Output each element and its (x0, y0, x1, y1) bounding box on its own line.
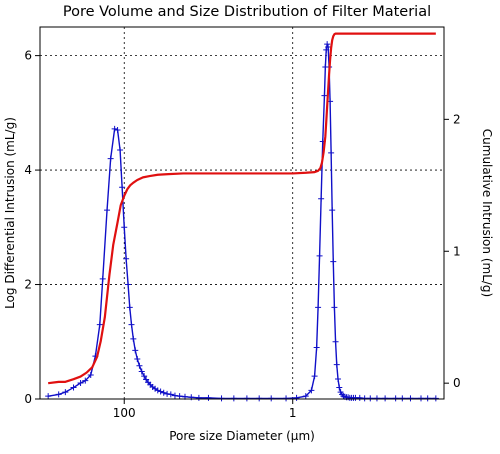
data-point-marker (340, 393, 347, 400)
data-point-marker (205, 394, 212, 401)
data-point-marker (392, 395, 399, 402)
data-point-marker (424, 395, 431, 402)
data-point-marker (316, 252, 323, 259)
y-axis-label: Log Differential Intrusion (mL/g) (3, 117, 17, 309)
data-point-marker (382, 395, 389, 402)
data-point-marker (256, 395, 263, 402)
data-point-marker (154, 387, 161, 394)
y-axis-left: 0 2 4 6 (24, 49, 40, 406)
data-point-marker (55, 391, 62, 398)
data-point-marker (293, 394, 300, 401)
data-point-marker (130, 335, 137, 342)
data-point-marker (87, 371, 94, 378)
series-markers (45, 41, 439, 402)
data-point-marker (107, 155, 114, 162)
y2-axis-label: Cumulative Intrusion (mL/g) (480, 129, 494, 297)
y2-tick-label: 2 (453, 112, 461, 126)
data-point-marker (70, 384, 77, 391)
data-point-marker (328, 149, 335, 156)
chart-title: Pore Volume and Size Distribution of Fil… (63, 4, 431, 20)
y-tick-label: 0 (24, 392, 32, 406)
x-tick-label: 1 (289, 406, 297, 420)
cumulative-intrusion-line (48, 32, 436, 385)
data-point-marker (218, 395, 225, 402)
data-point-marker (324, 41, 331, 48)
data-point-marker (99, 275, 106, 282)
data-point-marker (157, 388, 164, 395)
data-point-marker (82, 377, 89, 384)
data-point-marker (399, 395, 406, 402)
y2-tick-label: 1 (453, 244, 461, 258)
data-point-marker (311, 373, 318, 380)
data-point-marker (325, 44, 332, 51)
data-point-marker (121, 224, 128, 231)
data-point-marker (138, 368, 145, 375)
data-point-marker (134, 355, 141, 362)
data-point-marker (114, 127, 121, 134)
data-point-marker (335, 375, 342, 382)
y-axis-right: 0 1 2 (444, 112, 461, 390)
data-point-marker (315, 304, 322, 311)
data-point-marker (128, 321, 135, 328)
data-point-marker (141, 373, 148, 380)
data-point-marker (418, 395, 425, 402)
data-point-marker (119, 184, 126, 191)
data-point-marker (361, 395, 368, 402)
data-point-marker (308, 387, 315, 394)
data-point-marker (45, 393, 52, 400)
plot-frame (39, 26, 445, 400)
data-point-marker (125, 281, 132, 288)
y-tick-label: 6 (24, 49, 32, 63)
data-point-marker (164, 390, 171, 397)
data-point-marker (167, 391, 174, 398)
data-point-marker (171, 392, 178, 399)
data-point-marker (367, 395, 374, 402)
data-point-marker (330, 258, 337, 265)
data-point-marker (111, 125, 118, 132)
y-tick-label: 2 (24, 278, 32, 292)
data-point-marker (302, 393, 309, 400)
data-point-marker (432, 395, 439, 402)
data-point-marker (230, 395, 237, 402)
data-point-marker (104, 207, 111, 214)
data-point-marker (123, 255, 130, 262)
data-point-marker (77, 379, 84, 386)
series-layer (45, 32, 439, 402)
log-differential-intrusion-line (48, 43, 436, 400)
data-point-marker (96, 321, 103, 328)
data-point-marker (195, 394, 202, 401)
data-point-marker (136, 362, 143, 369)
data-point-marker (356, 394, 363, 401)
data-point-marker (333, 361, 340, 368)
data-point-marker (313, 344, 320, 351)
x-tick-label: 100 (113, 406, 136, 420)
data-point-marker (268, 395, 275, 402)
data-point-marker (160, 389, 167, 396)
data-point-marker (318, 195, 325, 202)
y-tick-label: 4 (24, 163, 32, 177)
x-axis-label: Pore size Diameter (µm) (169, 429, 315, 443)
data-point-marker (336, 384, 343, 391)
data-point-marker (62, 389, 69, 396)
data-point-marker (407, 395, 414, 402)
data-point-marker (243, 395, 250, 402)
data-point-marker (126, 304, 133, 311)
data-point-marker (329, 207, 336, 214)
data-point-marker (283, 395, 290, 402)
data-point-marker (332, 338, 339, 345)
x-axis: 100 1 (113, 399, 297, 420)
data-point-marker (132, 347, 139, 354)
data-point-marker (176, 393, 183, 400)
data-point-marker (331, 304, 338, 311)
data-point-marker (373, 395, 380, 402)
grid (40, 27, 444, 399)
y2-tick-label: 0 (453, 376, 461, 390)
data-point-marker (117, 147, 124, 154)
data-point-marker (321, 92, 328, 99)
